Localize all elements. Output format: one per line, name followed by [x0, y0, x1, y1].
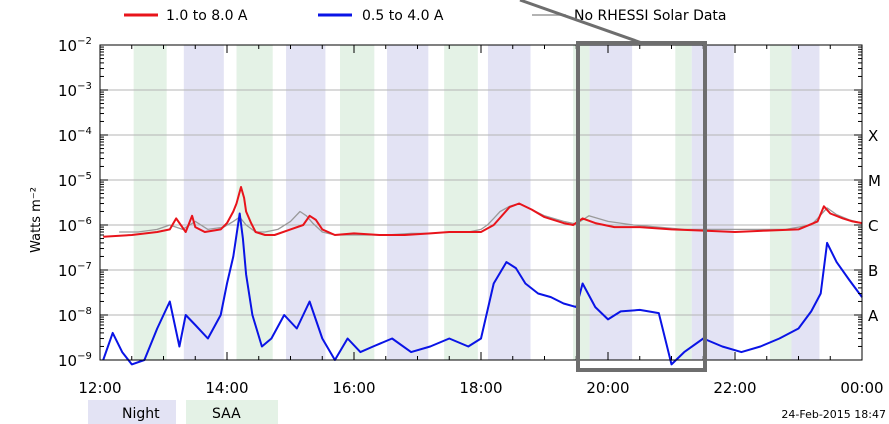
y-tick-label: 10−9	[58, 351, 92, 370]
y-tick-label: 10−7	[58, 261, 92, 280]
legend-label-3: No RHESSI Solar Data	[574, 8, 727, 24]
x-tick-label: 22:00	[713, 379, 756, 397]
highlight-annotation	[519, 0, 707, 372]
saa-band-7	[769, 45, 792, 360]
saa-key-label: SAA	[212, 406, 241, 422]
night-band-1	[183, 45, 224, 360]
y-tick-label: 10−8	[58, 306, 92, 325]
night-band-7	[791, 45, 820, 360]
saa-band-6	[675, 45, 692, 360]
flare-class-labels: X M C B A	[868, 127, 881, 325]
x-tick-label: 18:00	[459, 379, 502, 397]
night-band-3	[387, 45, 429, 360]
night-band-2	[286, 45, 326, 360]
night-key-label: Night	[122, 406, 160, 422]
x-tick-label: 00:00	[840, 379, 883, 397]
saa-band-1	[133, 45, 167, 360]
saa-band-5	[573, 45, 590, 360]
y-tick-label: 10−6	[58, 216, 92, 235]
x-tick-label: 14:00	[205, 379, 248, 397]
y-axis-title: Watts m⁻²	[29, 187, 44, 253]
saa-band-4	[444, 45, 478, 360]
y-tick-labels: 10−2 10−3 10−4 10−5 10−6 10−7 10−8 10−9	[58, 36, 92, 370]
flare-class-a: A	[868, 307, 879, 325]
saa-band-3	[340, 45, 375, 360]
night-key-swatch	[88, 400, 176, 424]
timestamp: 24-Feb-2015 18:47	[781, 408, 886, 421]
background-key: Night SAA	[88, 400, 278, 424]
saa-key-swatch	[186, 400, 278, 424]
plot-frame	[99, 44, 863, 361]
annotation-arrow-line	[519, 0, 643, 45]
series-line-2	[102, 212, 863, 366]
flare-class-x: X	[868, 127, 878, 145]
y-tick-label: 10−5	[58, 171, 92, 190]
legend-label-1: 1.0 to 8.0 A	[166, 8, 248, 24]
x-tick-labels: 12:00 14:00 16:00 18:00 20:00 22:00 00:00	[78, 379, 883, 397]
x-tick-label: 20:00	[586, 379, 629, 397]
x-tick-label: 12:00	[78, 379, 121, 397]
night-band-6	[691, 45, 734, 360]
y-tick-label: 10−2	[58, 36, 92, 55]
background-bands	[133, 45, 820, 360]
flare-class-c: C	[868, 217, 878, 235]
legend: 1.0 to 8.0 A 0.5 to 4.0 A No RHESSI Sola…	[124, 8, 727, 24]
night-band-4	[487, 45, 531, 360]
x-tick-label: 16:00	[332, 379, 375, 397]
night-band-5	[589, 45, 633, 360]
flare-class-m: M	[868, 172, 881, 190]
y-tick-label: 10−4	[58, 126, 92, 145]
legend-label-2: 0.5 to 4.0 A	[362, 8, 444, 24]
flare-class-b: B	[868, 262, 878, 280]
y-tick-label: 10−3	[58, 81, 92, 100]
saa-band-2	[236, 45, 273, 360]
